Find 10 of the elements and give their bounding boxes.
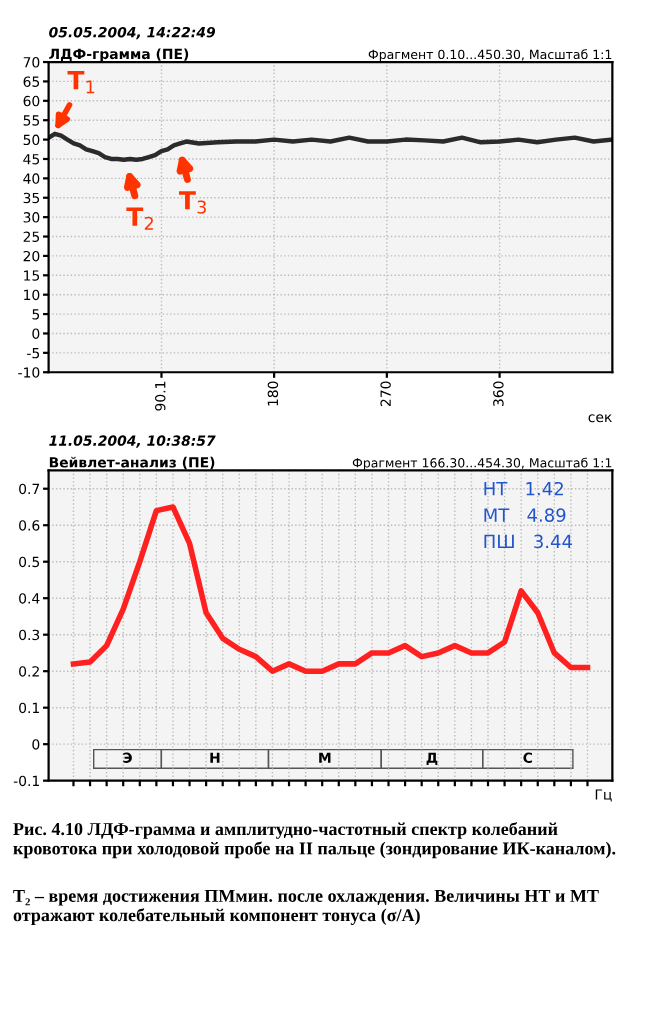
annotation: МТ 4.89 — [484, 508, 566, 522]
line-series — [48, 131, 613, 162]
annotation: ПШ 3.44 — [484, 534, 572, 549]
annotation: T$_{1}$ — [67, 70, 95, 94]
annotation: НТ 1.42 — [484, 481, 563, 496]
text: Рис. 4.10 ЛДФ-грамма и амплитудно-частотный спектр колебаний кровотока при холодовой пробе на II пальце (зондирование ИК-каналом). — [13, 822, 616, 859]
annotation: T$_{3}$ — [179, 191, 206, 214]
text: T₂ – время достижения ПМмин. после охлаждения. Величины НТ и МТ отражают колебательный компонент тонуса (σ/А) — [13, 889, 599, 926]
line-series — [70, 504, 591, 674]
annotation: T$_{2}$ — [126, 207, 153, 230]
